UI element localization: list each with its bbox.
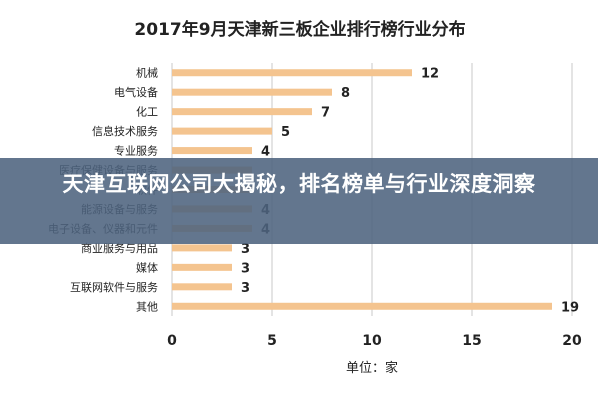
value-label: 19 [561,300,579,315]
x-axis-label: 单位：家 [346,360,398,376]
bar [172,88,332,96]
value-label: 5 [281,125,290,140]
bar [172,244,232,252]
category-label: 信息技术服务 [92,124,158,138]
bar [172,283,232,291]
chart-title: 2017年9月天津新三板企业排行榜行业分布 [134,19,465,40]
category-label: 其他 [136,300,158,313]
category-label: 电气设备 [114,85,158,99]
value-labels: 1287544433319 [241,67,579,316]
headline-banner [0,158,598,244]
value-label: 8 [341,86,350,101]
category-label: 机械 [136,66,158,80]
x-tick-label: 0 [167,333,177,349]
bar [172,263,232,271]
category-label: 媒体 [136,260,158,274]
x-tick-labels: 0 5 10 15 20 [167,333,582,349]
value-label: 12 [421,67,439,82]
bar [172,69,412,77]
bar [172,127,272,135]
value-label: 3 [241,281,250,296]
category-label: 专业服务 [114,144,158,158]
headline-text: 天津互联网公司大揭秘，排名榜单与行业深度洞察 [62,172,536,196]
value-label: 4 [261,145,270,160]
value-label: 7 [321,106,330,121]
x-tick-label: 10 [362,333,382,349]
x-tick-label: 20 [562,333,582,349]
bar [172,302,552,310]
category-label: 互联网软件与服务 [70,280,158,294]
x-tick-label: 5 [267,333,277,349]
category-label: 化工 [136,105,158,119]
bar [172,147,252,155]
x-tick-label: 15 [462,333,481,349]
value-label: 3 [241,261,250,276]
value-label: 3 [241,242,250,257]
bar [172,108,312,116]
category-label: 商业服务与用品 [81,241,158,255]
